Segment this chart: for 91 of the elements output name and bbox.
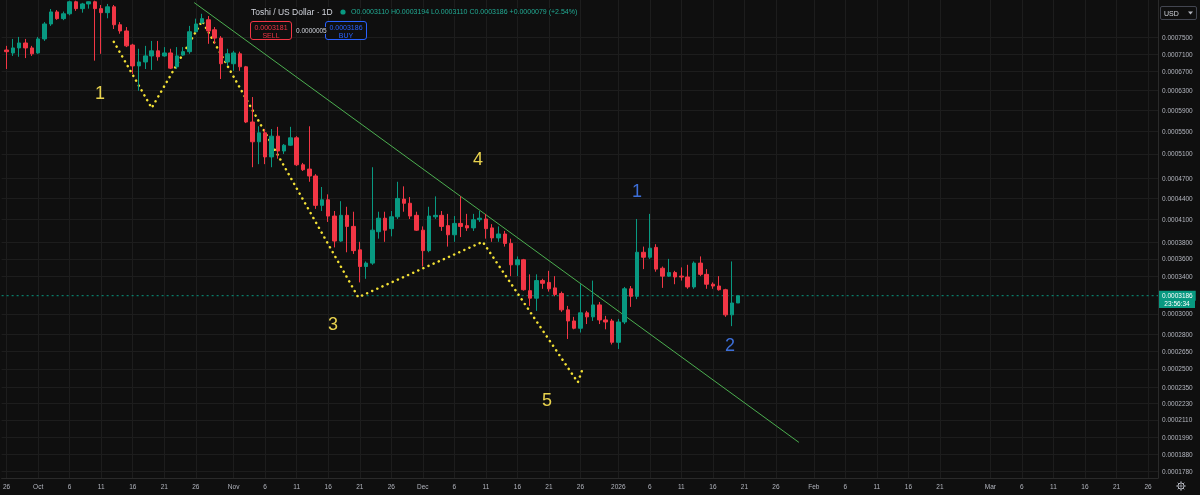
candlestick xyxy=(421,225,425,268)
candlestick xyxy=(572,316,576,330)
candlestick xyxy=(99,4,103,55)
text: Toshi / US Dollar · 1D xyxy=(250,7,334,17)
candlestick xyxy=(194,18,198,33)
candlestick xyxy=(654,243,658,273)
candlestick xyxy=(408,196,412,220)
candlestick xyxy=(332,210,337,248)
candlestick xyxy=(503,230,507,248)
candlestick xyxy=(112,4,116,30)
candlestick xyxy=(137,48,141,92)
candlestick xyxy=(23,38,28,59)
candlestick xyxy=(629,285,633,308)
candlestick xyxy=(364,260,368,280)
candlestick xyxy=(439,210,444,232)
candlestick xyxy=(736,294,740,304)
candlestick xyxy=(433,195,438,220)
candlestick xyxy=(187,25,192,55)
candlestick xyxy=(528,273,532,307)
annotation: 5 xyxy=(541,390,553,410)
candlestick xyxy=(717,275,721,292)
candlestick xyxy=(427,206,431,253)
candlestick xyxy=(648,213,652,260)
candlestick xyxy=(294,135,299,167)
candlestick xyxy=(458,195,463,238)
candlestick xyxy=(326,193,330,223)
candlestick xyxy=(521,258,526,292)
annotation: 2 xyxy=(724,335,736,355)
candlestick xyxy=(484,213,488,240)
candlestick xyxy=(490,223,494,243)
candlestick xyxy=(660,266,665,289)
candlestick xyxy=(540,278,545,290)
candlestick xyxy=(276,126,280,160)
candlestick xyxy=(673,270,677,285)
candlestick xyxy=(257,125,261,165)
candlestick xyxy=(219,35,223,80)
candlestick xyxy=(175,46,179,70)
candlestick xyxy=(181,46,185,57)
candlestick xyxy=(465,213,469,232)
candlestick xyxy=(30,45,34,57)
candlestick xyxy=(414,211,419,232)
candlestick xyxy=(17,36,21,58)
candlestick xyxy=(692,260,696,290)
annotation: 1 xyxy=(94,83,106,103)
candlestick xyxy=(269,128,274,168)
candlestick xyxy=(42,21,47,42)
candlestick xyxy=(446,213,450,248)
candlestick xyxy=(49,8,53,27)
candlestick xyxy=(4,45,9,70)
annotation: 4 xyxy=(472,149,484,169)
candlestick xyxy=(452,215,457,243)
annotation: 3 xyxy=(327,314,339,334)
candlestick xyxy=(515,255,520,277)
candlestick xyxy=(301,162,305,172)
candlestick xyxy=(723,288,728,318)
candlestick xyxy=(55,9,59,21)
candlestick xyxy=(93,0,97,62)
candlestick xyxy=(250,96,255,168)
candlestick xyxy=(610,318,614,345)
candlestick xyxy=(105,3,110,19)
candlestick xyxy=(339,200,343,243)
candlestick xyxy=(402,185,406,213)
candlestick xyxy=(585,310,589,325)
candlestick xyxy=(559,291,564,313)
candlestick xyxy=(711,281,715,290)
candlestick xyxy=(383,211,387,243)
candlestick xyxy=(288,126,293,147)
candlestick xyxy=(641,246,646,270)
candlestick xyxy=(162,46,167,58)
candlestick xyxy=(282,143,286,155)
candlestick xyxy=(547,270,551,293)
candlestick xyxy=(345,206,349,253)
candlestick xyxy=(351,211,356,255)
candlestick xyxy=(168,48,173,70)
candlestick xyxy=(509,238,513,277)
candlestick xyxy=(238,51,242,72)
candlestick xyxy=(244,65,248,124)
candlestick xyxy=(263,128,267,165)
annotation: 1 xyxy=(631,181,643,201)
candlestick xyxy=(667,258,671,278)
candlestick xyxy=(11,38,15,57)
candlestick xyxy=(74,0,78,12)
candlestick xyxy=(358,241,362,283)
candlestick xyxy=(496,225,501,243)
candlestick xyxy=(553,275,557,297)
candlestick xyxy=(200,13,204,25)
candlestick xyxy=(320,186,324,212)
candlestick xyxy=(118,21,122,35)
candlestick xyxy=(156,40,160,62)
candlestick xyxy=(566,305,570,340)
candlestick xyxy=(36,36,40,55)
